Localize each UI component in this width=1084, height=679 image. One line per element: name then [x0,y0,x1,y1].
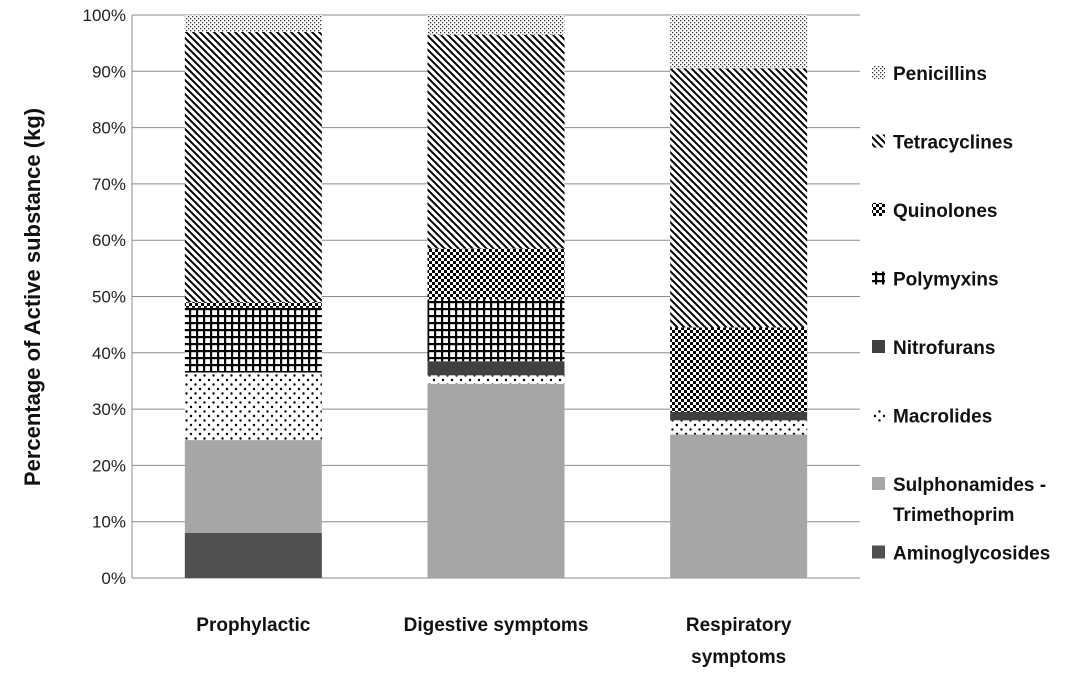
x-category-label: Respiratory symptoms [686,615,792,668]
bar-segment-aminoglycosides [184,532,322,578]
bar-segment-sulphonamides-trimethoprim [670,434,808,578]
legend-label: Macrolides [893,407,992,428]
legend-item-sulphonamides-trimethoprim: Sulphonamides -Trimethoprim [872,475,1046,526]
legend-label: Polymyxins [893,270,999,291]
x-category-label: Digestive symptoms [404,615,589,636]
legend-swatch [872,271,885,285]
bar-segment-quinolones [670,327,808,412]
legend-item-macrolides: Macrolides [872,407,992,428]
legend-label: Aminoglycosides [893,544,1050,565]
x-category-label: Prophylactic [196,615,310,636]
legend-label: Quinolones [893,201,998,222]
y-axis-title: Percentage of Active substance (kg) [20,108,45,486]
bars [184,15,808,578]
bar-segment-penicillins [184,15,322,32]
legend-label: Penicillins [893,64,987,85]
y-tick-label: 60% [92,231,126,250]
legend-item-nitrofurans: Nitrofurans [872,338,995,359]
x-axis: Prophylactic Digestive symptoms Respirator… [196,615,792,668]
legend: Penicillins Tetracyclines Quinolones Polymy… [872,64,1050,565]
y-tick-label: 0% [101,569,126,588]
bar-segment-nitrofurans [670,411,808,421]
legend-item-tetracyclines: Tetracyclines [872,133,1013,154]
legend-swatch [872,134,885,148]
legend-swatch [872,203,885,216]
legend-item-penicillins: Penicillins [872,64,987,85]
bar-segment-polymyxins [427,299,565,362]
legend-swatch [872,477,885,490]
legend-item-aminoglycosides: Aminoglycosides [872,544,1050,565]
y-tick-label: 50% [92,288,126,307]
bar-segment-macrolides [184,372,322,441]
bar-segment-macrolides [670,420,808,435]
bar-segment-sulphonamides-trimethoprim [427,383,565,578]
y-tick-label: 20% [92,456,126,475]
legend-item-polymyxins: Polymyxins [872,270,999,291]
legend-label: Nitrofurans [893,338,995,359]
bar-segment-tetracyclines [427,34,565,249]
bar-segment-quinolones [184,302,322,308]
y-tick-label: 30% [92,400,126,419]
bar-segment-penicillins [670,15,808,69]
legend-swatch [872,545,885,559]
y-tick-label: 90% [92,62,126,81]
bar-segment-tetracyclines [670,68,808,328]
bar-segment-nitrofurans [427,361,565,376]
bar-segment-tetracyclines [184,31,322,303]
y-axis: 0% 10% 20% 30% 40% 50% 60% 70% 80% 90% 100% [83,6,133,588]
bar-segment-penicillins [427,15,565,35]
legend-swatch [872,66,885,79]
legend-item-quinolones: Quinolones [872,201,998,222]
y-tick-label: 10% [92,513,126,532]
y-tick-label: 40% [92,344,126,363]
legend-swatch [872,340,885,353]
legend-label: Sulphonamides -Trimethoprim [893,475,1046,526]
y-tick-label: 100% [83,6,126,25]
y-tick-label: 80% [92,119,126,138]
legend-swatch [872,408,885,422]
y-tick-label: 70% [92,175,126,194]
bar-segment-sulphonamides-trimethoprim [184,440,322,533]
legend-label: Tetracyclines [893,133,1013,154]
bar-segment-quinolones [427,248,565,300]
bar-segment-polymyxins [184,307,322,373]
bar-segment-macrolides [427,375,565,384]
